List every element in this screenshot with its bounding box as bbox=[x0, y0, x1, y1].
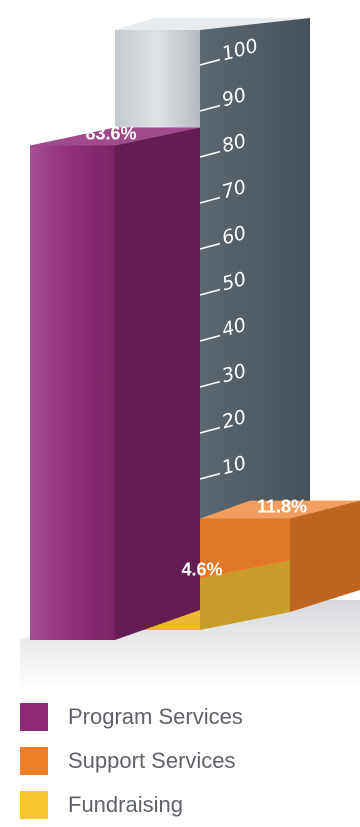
y-tick bbox=[199, 196, 221, 204]
y-tick bbox=[199, 380, 221, 388]
bar-program-services-side bbox=[115, 127, 200, 640]
y-tick bbox=[199, 472, 221, 480]
y-tick bbox=[199, 288, 221, 296]
y-tick bbox=[199, 426, 221, 434]
legend: Program Services Support Services Fundra… bbox=[20, 695, 340, 827]
value-label-program-services: 83.6% bbox=[85, 123, 136, 143]
value-label-support-services: 11.8% bbox=[257, 497, 307, 517]
legend-label: Support Services bbox=[68, 748, 236, 773]
legend-swatch bbox=[20, 791, 48, 819]
bar-program-services-top bbox=[30, 127, 200, 146]
value-label-fundraising: 4.6% bbox=[181, 559, 222, 579]
legend-item-program-services: Program Services bbox=[20, 695, 340, 739]
y-tick bbox=[199, 334, 221, 342]
bar-support-services-side bbox=[290, 500, 360, 612]
bar-program-services-front bbox=[30, 145, 115, 640]
legend-swatch bbox=[20, 747, 48, 775]
bar-support-services-front bbox=[200, 518, 290, 579]
legend-swatch bbox=[20, 703, 48, 731]
y-tick bbox=[199, 242, 221, 250]
legend-item-fundraising: Fundraising bbox=[20, 783, 340, 827]
bar-fundraising-side bbox=[200, 560, 290, 630]
legend-label: Program Services bbox=[68, 704, 243, 729]
bar-support-services-top bbox=[200, 500, 360, 519]
y-tick bbox=[199, 104, 221, 112]
y-tick bbox=[199, 150, 221, 158]
legend-label: Fundraising bbox=[68, 792, 183, 817]
y-tick bbox=[199, 58, 221, 66]
axis-column-front bbox=[200, 18, 310, 535]
legend-item-support-services: Support Services bbox=[20, 739, 340, 783]
